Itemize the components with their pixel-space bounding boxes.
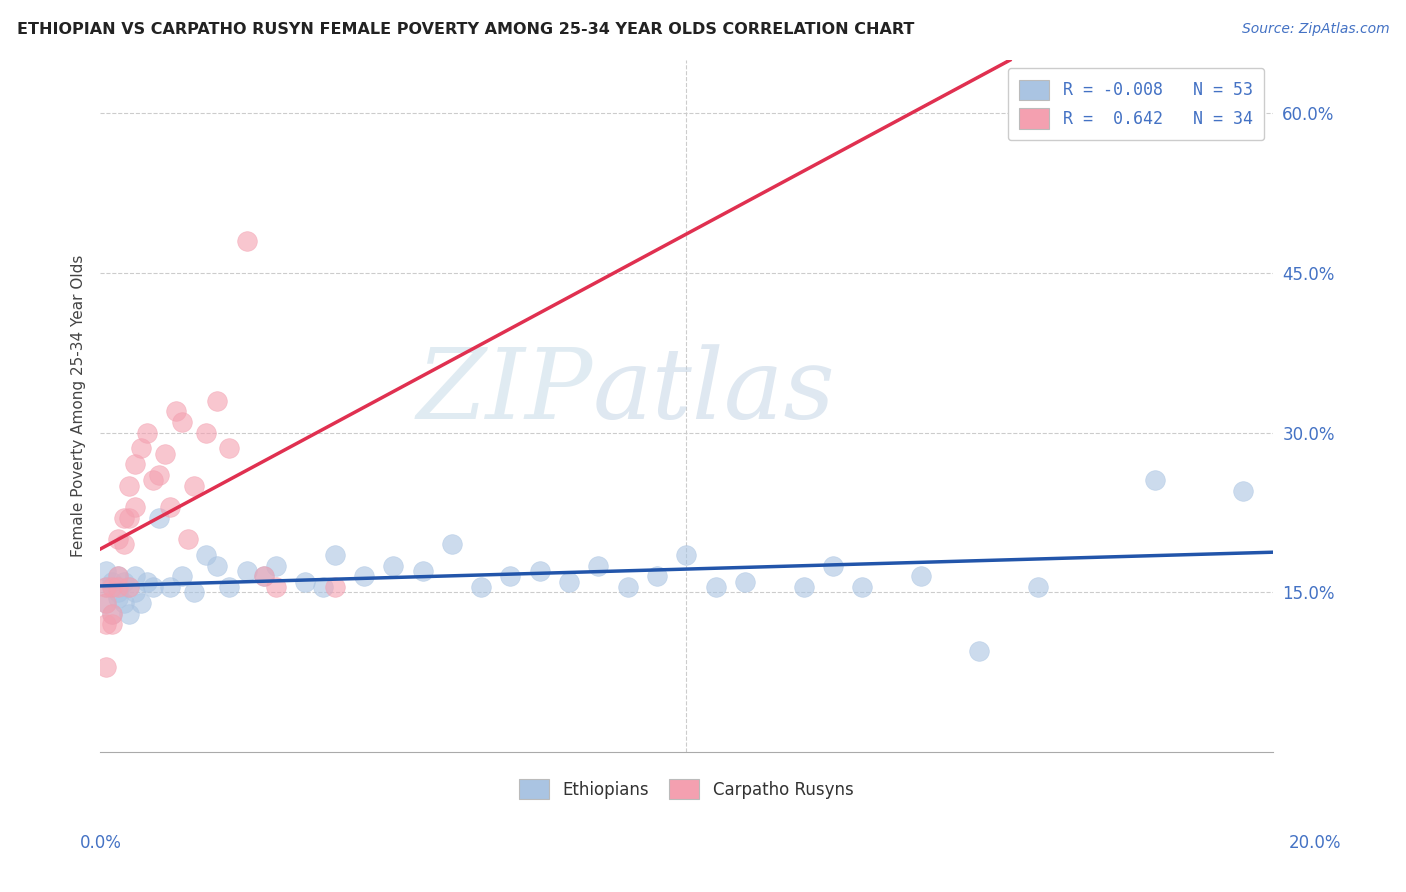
Point [101, 580, 124, 594]
Point [218, 580, 240, 594]
Point [148, 468, 170, 483]
Point [107, 580, 129, 594]
Point [183, 479, 205, 493]
Point [159, 580, 181, 594]
Point [969, 644, 991, 658]
Point [165, 404, 187, 418]
Point [112, 574, 135, 589]
Point [558, 574, 581, 589]
Point [264, 580, 287, 594]
Point [112, 596, 135, 610]
Point [118, 580, 141, 594]
Point [118, 607, 141, 621]
Point [172, 569, 194, 583]
Point [101, 617, 124, 632]
Point [94, 564, 117, 578]
Point [353, 569, 375, 583]
Point [1026, 580, 1049, 594]
Point [218, 442, 240, 456]
Point [159, 500, 181, 514]
Point [194, 425, 217, 440]
Point [440, 537, 463, 551]
Point [129, 596, 152, 610]
Point [323, 548, 346, 562]
Point [1144, 474, 1167, 488]
Point [529, 564, 551, 578]
Point [124, 500, 146, 514]
Point [142, 580, 165, 594]
Point [112, 537, 135, 551]
Point [94, 580, 117, 594]
Point [101, 580, 124, 594]
Point [851, 580, 873, 594]
Point [470, 580, 492, 594]
Point [107, 585, 129, 599]
Point [821, 558, 844, 573]
Point [412, 564, 434, 578]
Point [101, 574, 124, 589]
Point [235, 234, 257, 248]
Point [499, 569, 522, 583]
Point [136, 574, 159, 589]
Point [1232, 484, 1254, 499]
Point [253, 569, 276, 583]
Point [107, 532, 129, 546]
Point [118, 580, 141, 594]
Point [675, 548, 697, 562]
Y-axis label: Female Poverty Among 25-34 Year Olds: Female Poverty Among 25-34 Year Olds [72, 255, 86, 558]
Point [183, 585, 205, 599]
Point [94, 596, 117, 610]
Point [207, 393, 229, 408]
Point [94, 617, 117, 632]
Point [645, 569, 668, 583]
Point [177, 532, 200, 546]
Text: ETHIOPIAN VS CARPATHO RUSYN FEMALE POVERTY AMONG 25-34 YEAR OLDS CORRELATION CHA: ETHIOPIAN VS CARPATHO RUSYN FEMALE POVER… [17, 22, 914, 37]
Point [253, 569, 276, 583]
Point [142, 474, 165, 488]
Point [382, 558, 405, 573]
Point [107, 569, 129, 583]
Point [118, 510, 141, 524]
Point [172, 415, 194, 429]
Point [101, 607, 124, 621]
Text: ZIP: ZIP [416, 344, 592, 440]
Point [124, 585, 146, 599]
Point [107, 591, 129, 605]
Point [112, 510, 135, 524]
Point [148, 510, 170, 524]
Point [94, 580, 117, 594]
Text: 0.0%: 0.0% [80, 834, 122, 852]
Point [101, 607, 124, 621]
Point [910, 569, 932, 583]
Point [616, 580, 638, 594]
Point [136, 425, 159, 440]
Point [704, 580, 727, 594]
Text: 20.0%: 20.0% [1288, 834, 1341, 852]
Point [207, 558, 229, 573]
Point [312, 580, 335, 594]
Point [264, 558, 287, 573]
Point [588, 558, 610, 573]
Point [129, 442, 152, 456]
Point [734, 574, 756, 589]
Point [94, 596, 117, 610]
Point [294, 574, 316, 589]
Point [124, 569, 146, 583]
Point [194, 548, 217, 562]
Point [118, 479, 141, 493]
Text: atlas: atlas [592, 344, 835, 440]
Point [124, 458, 146, 472]
Point [323, 580, 346, 594]
Point [793, 580, 815, 594]
Legend: Ethiopians, Carpatho Rusyns: Ethiopians, Carpatho Rusyns [513, 772, 860, 806]
Text: Source: ZipAtlas.com: Source: ZipAtlas.com [1241, 22, 1389, 37]
Point [153, 447, 176, 461]
Point [107, 569, 129, 583]
Point [94, 660, 117, 674]
Point [235, 564, 257, 578]
